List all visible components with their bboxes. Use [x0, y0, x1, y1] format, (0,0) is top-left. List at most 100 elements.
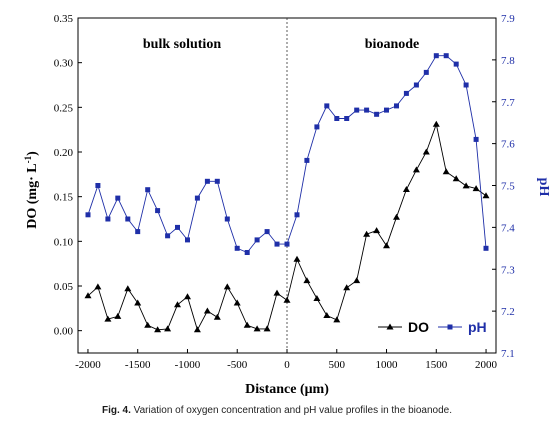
x-tick-label: 2000 [475, 359, 498, 371]
legend-do-label: DO [408, 319, 429, 335]
ph-point [473, 136, 479, 142]
ph-point [214, 178, 220, 184]
x-tick-label: -500 [227, 359, 248, 371]
do-point [432, 120, 440, 127]
do-point [393, 213, 400, 220]
caption-label: Fig. 4. [101, 405, 131, 416]
chart-figure: -2000 -1500 -1000 -500 0 500 1000 1500 2000 0.00… [23, 13, 551, 397]
left-axis-title-main: DO (mg· L [25, 163, 40, 228]
ph-point [175, 224, 180, 230]
ph-point [364, 107, 370, 113]
do-point [144, 321, 152, 328]
ph-point [165, 233, 171, 239]
do-point [84, 292, 92, 299]
ph-point [394, 103, 399, 109]
do-point [402, 186, 410, 192]
do-point [283, 296, 291, 303]
ph-point [145, 187, 151, 193]
ph-point [85, 212, 91, 218]
right-tick-label: 7.9 [501, 13, 515, 25]
do-point [412, 166, 420, 173]
do-point [154, 326, 162, 333]
left-tick-label: 0.30 [54, 58, 74, 70]
ph-point [463, 82, 469, 88]
do-point [104, 315, 112, 322]
x-tick-label: 1000 [376, 359, 399, 371]
do-point [233, 299, 241, 306]
left-axis-title-sup: -1 [23, 155, 33, 163]
ph-point [264, 229, 270, 235]
do-point [164, 325, 172, 332]
ph-point [115, 195, 121, 201]
do-point [253, 325, 261, 332]
do-point [273, 289, 281, 296]
ph-point [304, 157, 310, 163]
left-tick-label: 0.35 [54, 13, 74, 25]
x-tick-label: -1000 [175, 359, 201, 371]
do-point [343, 284, 351, 291]
right-tick-label: 7.6 [501, 139, 515, 151]
x-tick-label: -2000 [75, 359, 101, 371]
do-point [174, 301, 181, 308]
legend-ph-label: pH [468, 319, 487, 335]
do-point [482, 192, 490, 199]
do-point [363, 230, 371, 237]
do-point [422, 148, 430, 155]
right-tick-label: 7.8 [501, 55, 515, 67]
ph-point [354, 107, 360, 113]
do-point [223, 283, 231, 290]
do-point [442, 168, 450, 175]
x-axis-title: Distance (μm) [245, 382, 329, 397]
ph-point [155, 208, 161, 214]
series-layer [84, 53, 490, 333]
x-tick-label: 1500 [425, 359, 448, 371]
do-point [213, 313, 221, 320]
do-point [353, 277, 361, 284]
ph-point [125, 216, 131, 222]
right-tick-label: 7.7 [501, 97, 515, 109]
ph-point [433, 53, 439, 59]
ph-point [344, 116, 350, 121]
figure-caption: Fig. 4. Variation of oxygen concentratio… [0, 405, 554, 416]
right-tick-label: 7.2 [501, 306, 515, 318]
do-point [114, 312, 122, 319]
ph-point [423, 69, 429, 75]
ph-point [314, 124, 320, 130]
left-tick-label: 0.20 [54, 147, 74, 159]
legend-ph-marker [447, 324, 453, 330]
ph-point [384, 107, 389, 113]
ph-point [453, 61, 459, 67]
ph-point [294, 212, 300, 218]
left-tick-label: 0.10 [54, 236, 74, 248]
do-point [313, 295, 321, 301]
left-tick-label: 0.00 [54, 326, 74, 338]
ph-point [324, 103, 330, 109]
ph-point [185, 237, 190, 243]
ph-point [284, 241, 290, 247]
x-tick-label: 500 [329, 359, 346, 371]
right-tick-label: 7.4 [501, 222, 515, 234]
do-point [323, 312, 331, 318]
x-tick-label: -1500 [125, 359, 151, 371]
ph-point [403, 90, 409, 96]
legend-do-marker [386, 323, 394, 330]
right-tick-label: 7.1 [501, 348, 515, 360]
ph-point [274, 241, 280, 247]
left-tick-label: 0.05 [54, 281, 74, 293]
ph-point [204, 178, 210, 184]
do-point [293, 255, 301, 262]
x-axis-ticks: -2000 -1500 -1000 -500 0 500 1000 1500 2000 [75, 349, 498, 371]
right-axis-ticks: 7.1 7.2 7.3 7.4 7.5 7.6 7.7 7.8 7.9 [492, 13, 515, 360]
ph-point [413, 82, 419, 88]
do-point [184, 293, 191, 300]
ph-point [135, 229, 141, 235]
chart-svg: -2000 -1500 -1000 -500 0 500 1000 1500 2000 0.00… [23, 13, 551, 397]
ph-point [194, 195, 200, 201]
bioanode-label: bioanode [365, 37, 419, 52]
ph-point [254, 237, 260, 243]
ph-point [443, 53, 449, 59]
bulk-solution-label: bulk solution [143, 37, 221, 52]
right-tick-label: 7.5 [501, 181, 515, 193]
do-point [472, 185, 480, 192]
do-point [333, 316, 341, 323]
